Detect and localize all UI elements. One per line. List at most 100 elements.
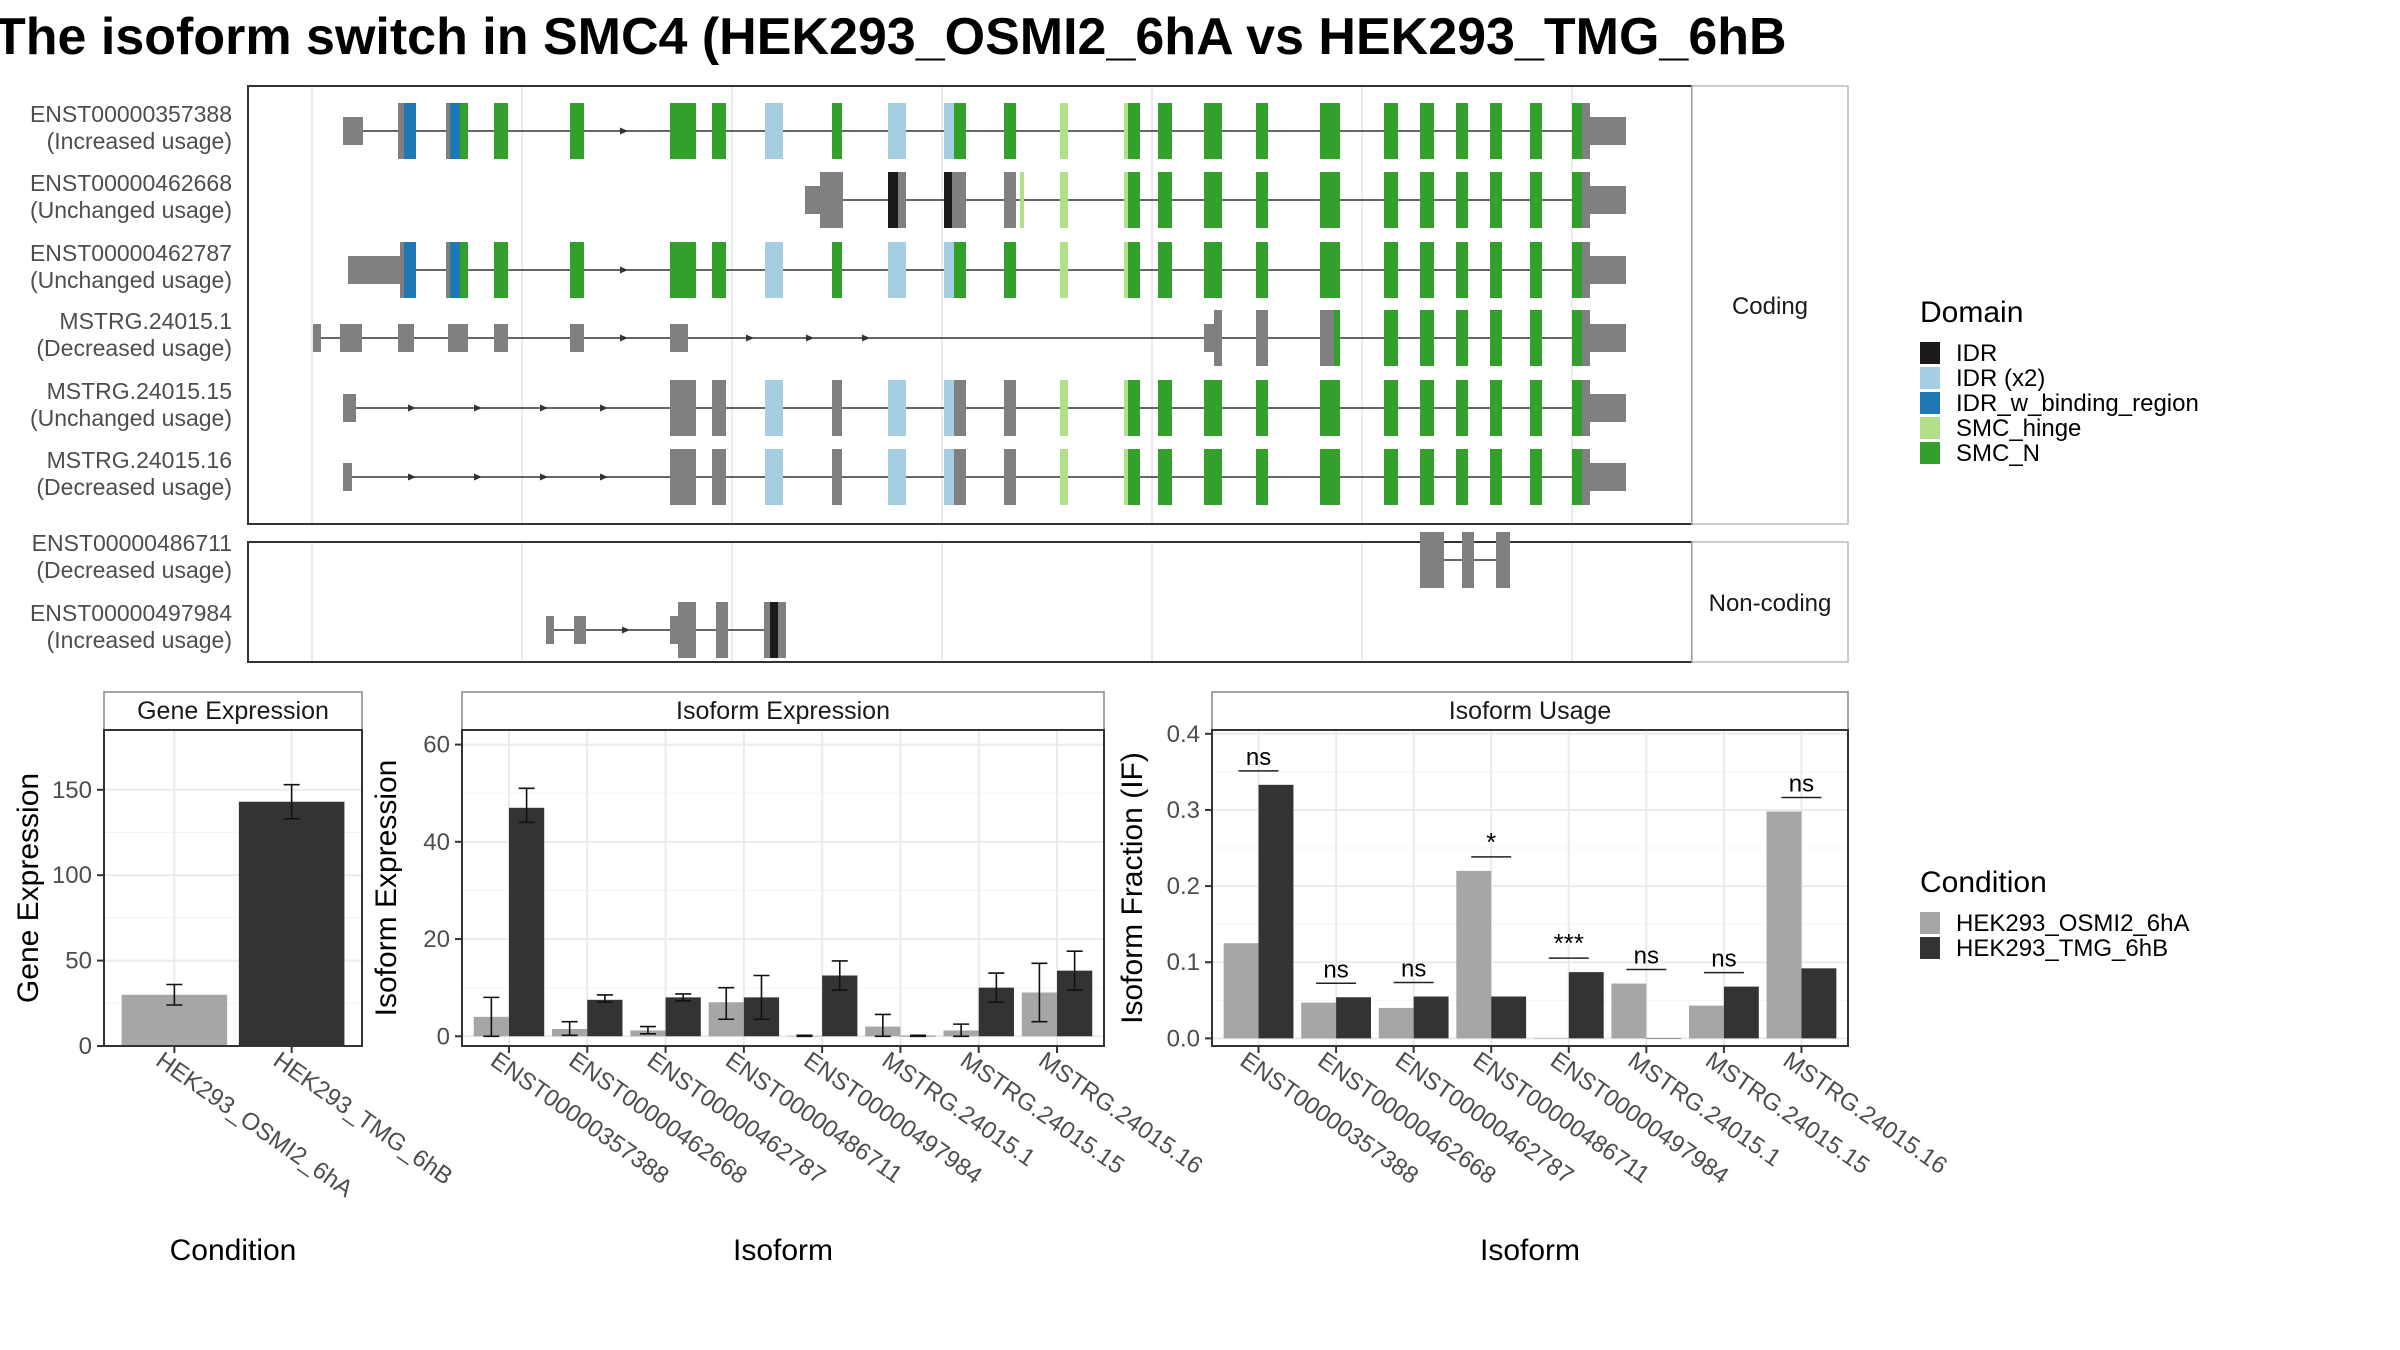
exon (1420, 532, 1444, 588)
exon (832, 380, 842, 436)
legend-label: IDR (1956, 340, 1997, 367)
legend-label: IDR (x2) (1956, 365, 2045, 392)
legend-swatch (1920, 367, 1940, 389)
exon (1384, 242, 1398, 298)
condition-legend-title: Condition (1920, 866, 2047, 899)
exon (1530, 242, 1542, 298)
significance-label: * (1486, 827, 1496, 857)
exon (313, 324, 321, 352)
exon (446, 103, 450, 159)
transcript-id-label: ENST00000462787 (30, 240, 232, 266)
significance-label: ns (1323, 956, 1348, 983)
exon (574, 616, 586, 644)
exon (1420, 310, 1434, 366)
exon (954, 380, 966, 436)
bar (1723, 986, 1759, 1039)
exon (343, 394, 356, 422)
y-tick-label: 0.2 (1167, 873, 1200, 900)
transcript-row (343, 103, 1626, 159)
exon (1060, 449, 1068, 505)
coding-strip-label: Coding (1732, 293, 1808, 320)
y-tick-label: 150 (52, 777, 92, 804)
exon (805, 186, 820, 214)
exon (1420, 449, 1434, 505)
exon (670, 380, 678, 436)
exon (1590, 117, 1626, 145)
exon (400, 242, 404, 298)
bar (587, 999, 623, 1037)
bar (1611, 983, 1647, 1039)
exon (1582, 172, 1590, 228)
exon (1004, 380, 1016, 436)
exon (1320, 172, 1340, 228)
exon (712, 449, 726, 505)
bar (1533, 1038, 1569, 1039)
exon (1384, 380, 1398, 436)
bar (1646, 1038, 1682, 1039)
exon (1320, 380, 1340, 436)
exon (1256, 449, 1268, 505)
strand-arrow-icon (862, 334, 870, 342)
exon (1334, 310, 1340, 366)
exon (678, 449, 696, 505)
exon (570, 103, 584, 159)
exon (1572, 103, 1582, 159)
exon (1384, 449, 1398, 505)
legend-swatch (1920, 912, 1940, 934)
y-tick-label: 60 (423, 732, 450, 759)
exon (716, 602, 728, 658)
y-axis-title: Isoform Fraction (IF) (1116, 752, 1149, 1024)
strand-arrow-icon (806, 334, 814, 342)
exon (398, 324, 414, 352)
exon (450, 242, 460, 298)
y-tick-label: 100 (52, 862, 92, 889)
exon (1256, 242, 1268, 298)
strand-arrow-icon (474, 473, 482, 481)
bar (1801, 968, 1837, 1039)
y-tick-label: 0 (437, 1023, 450, 1050)
strand-arrow-icon (620, 334, 628, 342)
legend-swatch (1920, 342, 1940, 364)
exon (1456, 380, 1468, 436)
strand-arrow-icon (408, 473, 416, 481)
exon (1124, 172, 1128, 228)
y-axis-title: Gene Expression (12, 773, 45, 1003)
strand-arrow-icon (408, 404, 416, 412)
bar (1223, 943, 1259, 1039)
strand-arrow-icon (746, 334, 754, 342)
facet-strip (461, 691, 1105, 731)
significance-label: *** (1554, 928, 1584, 958)
bar (238, 801, 345, 1046)
exon (1572, 242, 1582, 298)
y-tick-label: 20 (423, 926, 450, 953)
exon (343, 117, 363, 145)
exon (1060, 172, 1068, 228)
transcript-id-label: ENST00000486711 (32, 530, 232, 556)
bar (1258, 784, 1294, 1039)
exon (670, 324, 688, 352)
noncoding-strip (1691, 541, 1849, 663)
exon (678, 242, 696, 298)
exon (404, 242, 416, 298)
exon (1204, 380, 1222, 436)
legend-label: SMC_N (1956, 440, 2040, 467)
plot-frame (1211, 729, 1849, 1047)
exon (670, 616, 678, 644)
exon (1124, 380, 1128, 436)
exon (1384, 103, 1398, 159)
bar (1491, 996, 1527, 1039)
transcript-usage-label: (Decreased usage) (36, 557, 232, 583)
strand-arrow-icon (540, 404, 548, 412)
chart-title: Isoform Expression (676, 697, 890, 725)
x-axis-title: Isoform (1480, 1234, 1580, 1267)
y-tick-label: 40 (423, 829, 450, 856)
exon (1128, 242, 1140, 298)
exon (1496, 532, 1510, 588)
exon (1572, 380, 1582, 436)
exon (398, 103, 404, 159)
transcript-row (343, 380, 1626, 436)
exon (1204, 449, 1222, 505)
exon (712, 380, 726, 436)
